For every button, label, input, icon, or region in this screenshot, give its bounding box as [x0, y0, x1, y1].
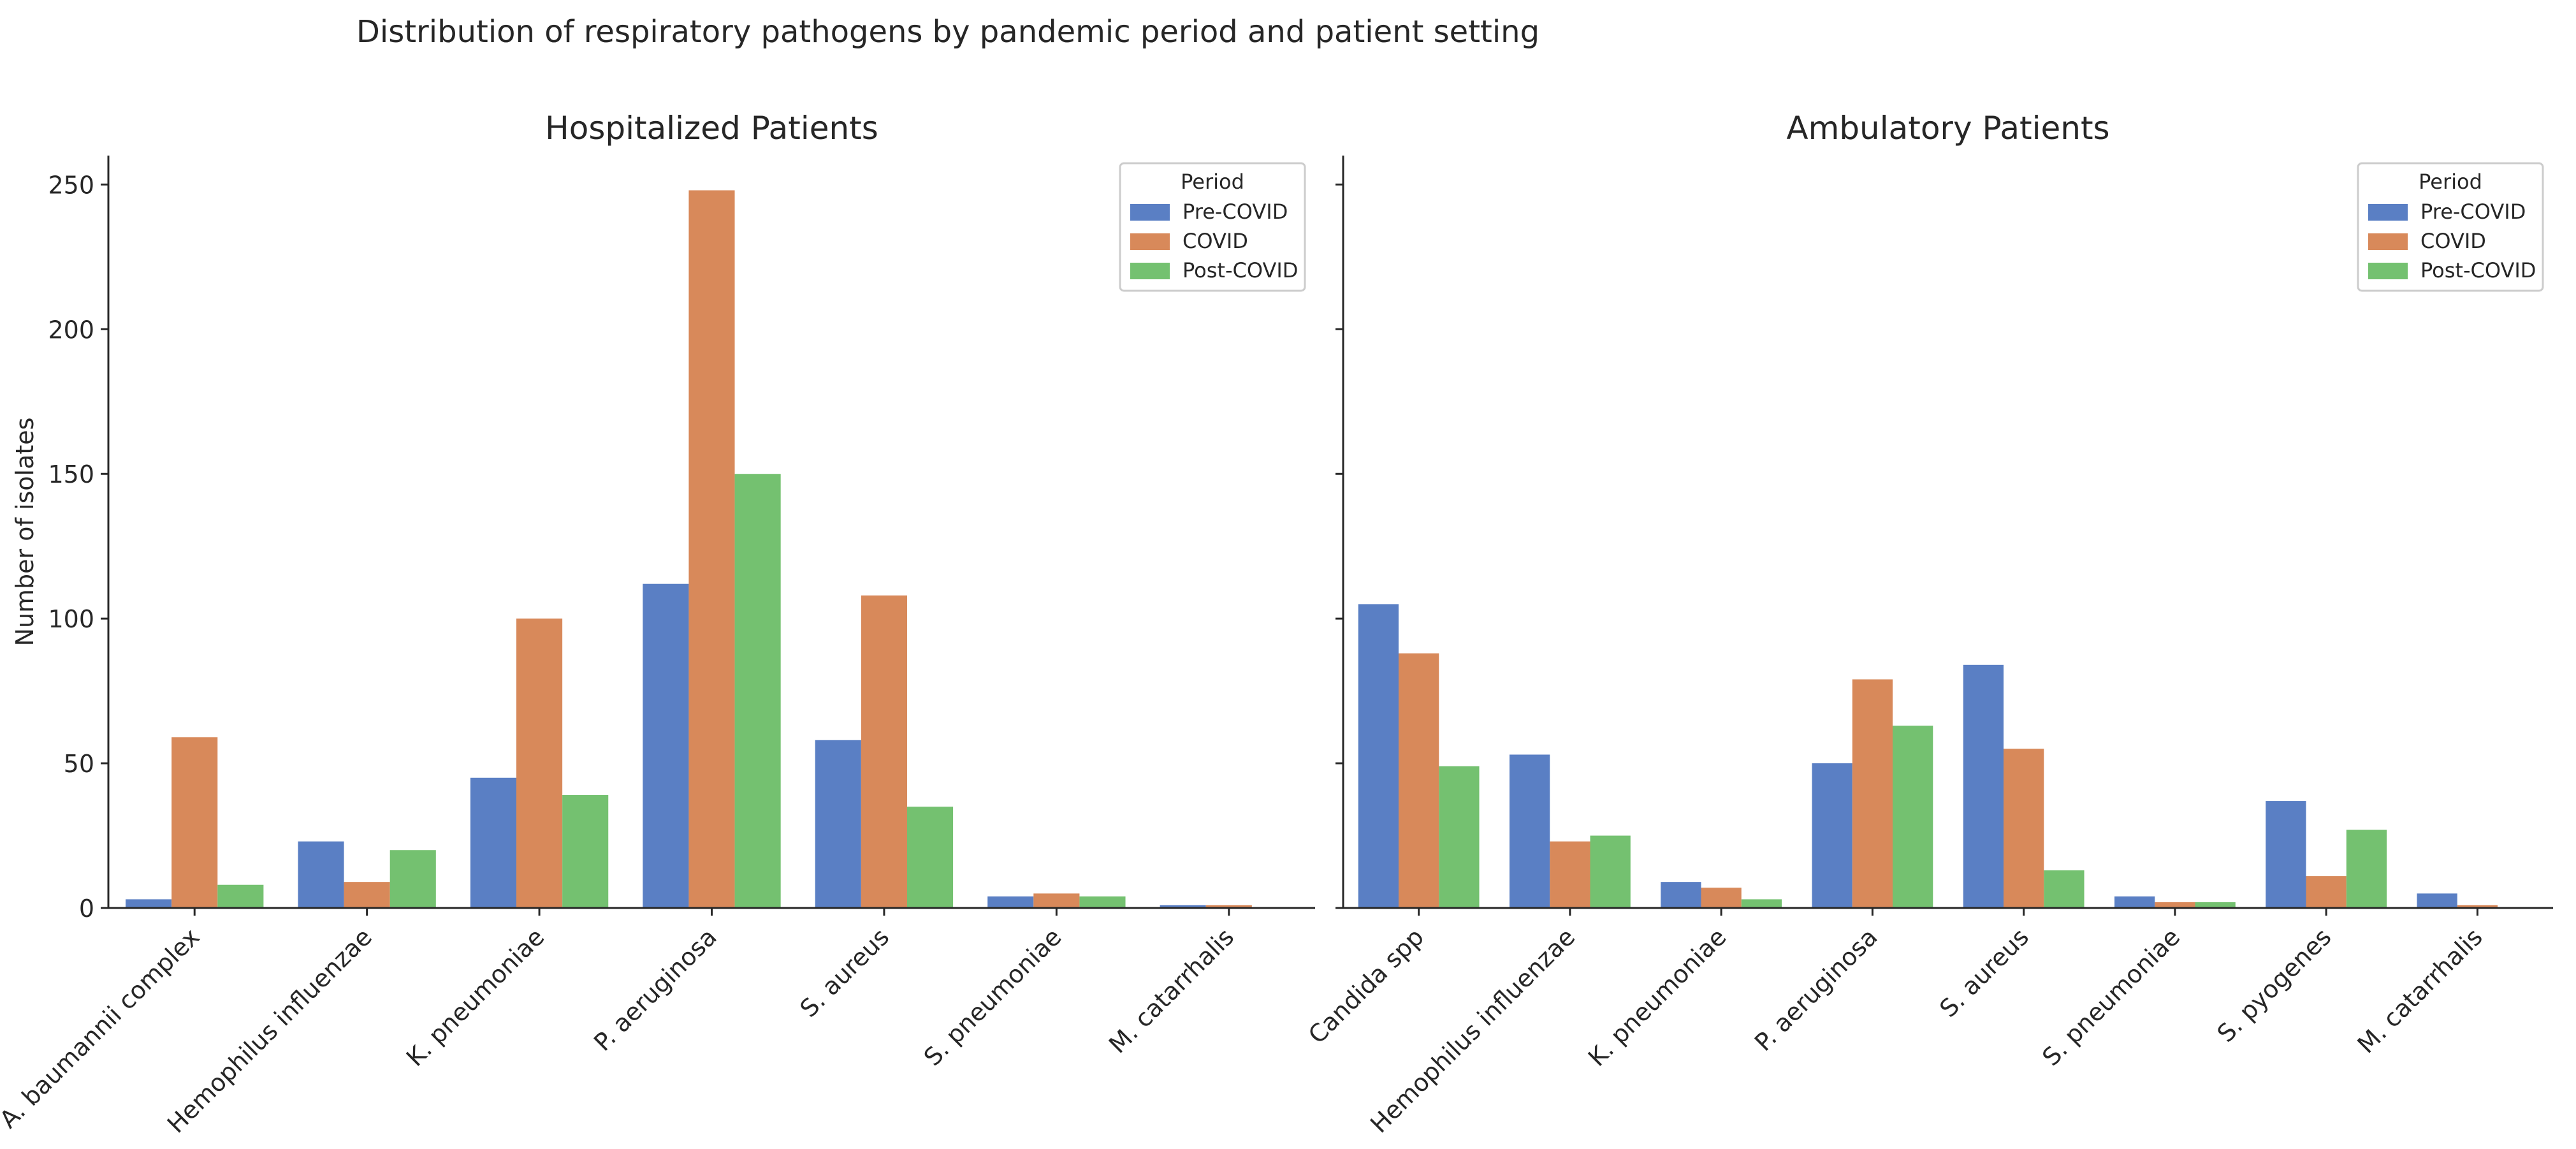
- bar-post-covid-s-pneumoniae: [2195, 902, 2236, 908]
- x-tick-label: S. aureus: [1934, 923, 2034, 1023]
- legend-box: [1119, 162, 1306, 292]
- bar-post-covid-hemophilus-influenzae: [1590, 835, 1631, 908]
- bar-post-covid-p-aeruginosa: [1893, 726, 1933, 908]
- bar-pre-covid-s-aureus: [815, 740, 861, 908]
- x-tick-label: S. pyogenes: [2212, 923, 2337, 1048]
- x-tick-label: M. catarrhalis: [1103, 923, 1239, 1058]
- bar-covid-s-pneumoniae: [1033, 893, 1080, 908]
- bar-covid-p-aeruginosa: [1852, 679, 1893, 908]
- bar-covid-hemophilus-influenzae: [1550, 841, 1590, 908]
- legend-label-pre-covid: Pre-COVID: [2420, 200, 2526, 224]
- x-tick-label: S. aureus: [795, 923, 895, 1023]
- legend-swatch-covid: [1130, 233, 1170, 250]
- legend-swatch-pre-covid: [2368, 204, 2408, 221]
- bar-pre-covid-candida-spp: [1358, 604, 1399, 908]
- y-tick-label: 100: [48, 605, 94, 633]
- x-tick-label: M. catarrhalis: [2352, 923, 2488, 1058]
- legend: Period Pre-COVID COVID Post-COVID: [2357, 162, 2544, 292]
- legend-swatch-post-covid: [1130, 263, 1170, 279]
- bar-post-covid-s-aureus: [906, 807, 954, 908]
- bar-pre-covid-m-catarrhalis: [1160, 905, 1206, 908]
- y-tick-label: 50: [64, 750, 94, 778]
- x-tick-label: Candida spp: [1303, 923, 1429, 1049]
- x-tick-label: S. pneumoniae: [2037, 923, 2185, 1071]
- bar-post-covid-s-aureus: [2044, 870, 2085, 908]
- bar-post-covid-p-aeruginosa: [734, 474, 781, 908]
- y-tick-label: 0: [79, 895, 94, 923]
- bar-post-covid-a-baumannii-complex: [217, 884, 264, 908]
- legend-label-pre-covid: Pre-COVID: [1182, 200, 1288, 224]
- legend-label-covid: COVID: [1182, 229, 1248, 253]
- bar-pre-covid-m-catarrhalis: [2417, 893, 2457, 908]
- x-tick-label: P. aeruginosa: [1749, 923, 1883, 1057]
- legend: Period Pre-COVID COVID Post-COVID: [1119, 162, 1306, 292]
- bar-pre-covid-k-pneumoniae: [1661, 882, 1701, 908]
- legend-label-post-covid: Post-COVID: [1182, 258, 1298, 282]
- legend-swatch-covid: [2368, 233, 2408, 250]
- bar-covid-s-pneumoniae: [2155, 902, 2195, 908]
- legend-box: [2357, 162, 2544, 292]
- legend-title: Period: [2419, 170, 2482, 194]
- legend-title: Period: [1181, 170, 1244, 194]
- bar-pre-covid-hemophilus-influenzae: [298, 841, 344, 908]
- bar-covid-m-catarrhalis: [1205, 905, 1252, 908]
- y-axis-label: Number of isolates: [11, 418, 39, 647]
- bar-post-covid-s-pneumoniae: [1079, 896, 1126, 908]
- bar-covid-a-baumannii-complex: [171, 737, 218, 908]
- bar-covid-p-aeruginosa: [688, 190, 735, 908]
- bar-post-covid-k-pneumoniae: [562, 795, 609, 908]
- bar-pre-covid-k-pneumoniae: [470, 777, 517, 908]
- figure-title: Distribution of respiratory pathogens by…: [356, 14, 1539, 50]
- x-tick-label: K. pneumoniae: [1583, 923, 1732, 1072]
- x-tick-label: S. pneumoniae: [919, 923, 1067, 1071]
- x-tick-label: K. pneumoniae: [401, 923, 550, 1072]
- bar-pre-covid-p-aeruginosa: [643, 583, 689, 908]
- bar-post-covid-k-pneumoniae: [1741, 899, 1782, 908]
- x-tick-label: Hemophilus influenzae: [162, 923, 377, 1138]
- bar-pre-covid-hemophilus-influenzae: [1509, 754, 1550, 908]
- y-tick-label: 200: [48, 316, 94, 344]
- bar-post-covid-candida-spp: [1439, 766, 1480, 908]
- bar-post-covid-hemophilus-influenzae: [389, 850, 436, 908]
- panel-title: Ambulatory Patients: [1786, 110, 2109, 147]
- legend-label-covid: COVID: [2420, 229, 2486, 253]
- bar-covid-hemophilus-influenzae: [344, 882, 390, 908]
- bar-pre-covid-s-pneumoniae: [987, 896, 1034, 908]
- bar-covid-s-pyogenes: [2306, 876, 2347, 908]
- y-tick-label: 250: [48, 171, 94, 199]
- bar-pre-covid-s-pyogenes: [2266, 801, 2306, 908]
- legend-label-post-covid: Post-COVID: [2420, 258, 2536, 282]
- chart-panel-hospitalized-patients: Hospitalized Patients 0 50 100 150 200 250 Numb…: [0, 110, 1315, 1138]
- bar-pre-covid-s-pneumoniae: [2114, 896, 2155, 908]
- bar-pre-covid-p-aeruginosa: [1812, 763, 1852, 908]
- bar-covid-s-aureus: [861, 595, 907, 908]
- legend-swatch-pre-covid: [1130, 204, 1170, 221]
- bar-pre-covid-s-aureus: [1963, 664, 2004, 908]
- y-tick-label: 150: [48, 460, 94, 488]
- bar-covid-k-pneumoniae: [516, 618, 563, 908]
- bar-post-covid-s-pyogenes: [2346, 830, 2387, 908]
- bar-covid-s-aureus: [2003, 749, 2044, 908]
- bar-pre-covid-a-baumannii-complex: [126, 899, 172, 908]
- bar-covid-m-catarrhalis: [2457, 905, 2498, 908]
- bar-covid-k-pneumoniae: [1701, 888, 1742, 908]
- bar-covid-candida-spp: [1398, 653, 1439, 908]
- x-tick-label: A. baumannii complex: [0, 923, 205, 1134]
- legend-swatch-post-covid: [2368, 263, 2408, 279]
- x-tick-label: P. aeruginosa: [588, 923, 722, 1057]
- panel-title: Hospitalized Patients: [545, 110, 878, 147]
